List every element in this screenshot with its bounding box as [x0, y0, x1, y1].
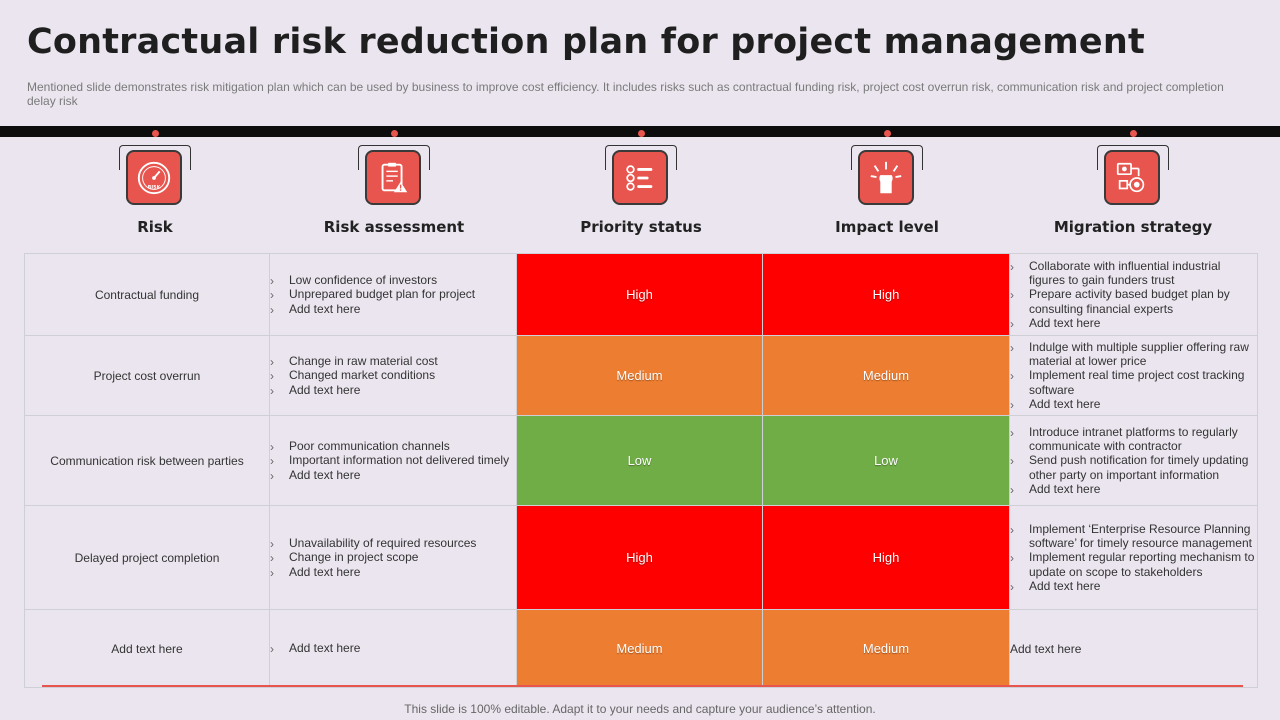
strategy-cell: Collaborate with influential industrial …	[1009, 253, 1258, 336]
impact-hand-icon	[858, 150, 914, 205]
table-row: Contractual funding Low confidence of in…	[24, 253, 1258, 336]
column-label: Migration strategy	[1053, 218, 1213, 236]
priority-list-icon	[612, 150, 668, 205]
impact-level-high: High	[762, 253, 1010, 336]
risk-table: Contractual funding Low confidence of in…	[24, 253, 1258, 688]
column-header-impact: Impact level	[787, 130, 987, 236]
connector-dot	[390, 130, 398, 137]
assessment-cell: Unavailability of required resources Cha…	[269, 505, 517, 610]
risk-cell: Contractual funding	[24, 253, 270, 336]
list-item: Add text here	[270, 383, 516, 399]
strategy-flow-icon	[1104, 150, 1160, 205]
list-item: Add text here	[1010, 316, 1257, 332]
table-row: Delayed project completion Unavailabilit…	[24, 505, 1258, 610]
assessment-cell: Change in raw material cost Changed mark…	[269, 335, 517, 416]
list-item: Introduce intranet platforms to regularl…	[1010, 425, 1257, 454]
footer-note: This slide is 100% editable. Adapt it to…	[404, 702, 876, 716]
risk-cell: Communication risk between parties	[24, 415, 270, 506]
priority-status-low: Low	[516, 415, 763, 506]
priority-status-medium: Medium	[516, 335, 763, 416]
strategy-list: Implement ‘Enterprise Resource Planning …	[1010, 522, 1257, 595]
strategy-cell: Indulge with multiple supplier offering …	[1009, 335, 1258, 416]
strategy-cell: Introduce intranet platforms to regularl…	[1009, 415, 1258, 506]
list-item: Changed market conditions	[270, 368, 516, 384]
strategy-cell: Add text here	[1009, 609, 1258, 688]
list-item: Add text here	[270, 302, 516, 318]
risk-cell: Add text here	[24, 609, 270, 688]
table-row: Communication risk between parties Poor …	[24, 415, 1258, 506]
column-header-risk: RISK Risk	[55, 130, 255, 236]
list-item: Indulge with multiple supplier offering …	[1010, 340, 1257, 369]
impact-level-medium: Medium	[762, 609, 1010, 688]
risk-cell: Project cost overrun	[24, 335, 270, 416]
list-item: Change in project scope	[270, 550, 516, 566]
connector-dot	[1129, 130, 1137, 137]
icon-bracket	[851, 145, 923, 205]
strategy-list: Indulge with multiple supplier offering …	[1010, 340, 1257, 413]
list-item: Change in raw material cost	[270, 354, 516, 370]
checklist-warning-icon	[365, 150, 421, 205]
icon-bracket	[605, 145, 677, 205]
assessment-list: Unavailability of required resources Cha…	[270, 536, 516, 581]
impact-level-high: High	[762, 505, 1010, 610]
table-row: Project cost overrun Change in raw mater…	[24, 335, 1258, 416]
list-item: Add text here	[1010, 579, 1257, 595]
list-item: Low confidence of investors	[270, 273, 516, 289]
column-header-priority: Priority status	[541, 130, 741, 236]
list-item: Important information not delivered time…	[270, 453, 516, 469]
list-item: Prepare activity based budget plan by co…	[1010, 287, 1257, 316]
list-item: Implement ‘Enterprise Resource Planning …	[1010, 522, 1257, 551]
connector-dot	[151, 130, 159, 137]
priority-status-high: High	[516, 253, 763, 336]
assessment-cell: Poor communication channels Important in…	[269, 415, 517, 506]
list-item: Add text here	[1010, 397, 1257, 413]
priority-status-medium: Medium	[516, 609, 763, 688]
list-item: Send push notification for timely updati…	[1010, 453, 1257, 482]
page-title: Contractual risk reduction plan for proj…	[27, 22, 1145, 62]
icon-bracket	[358, 145, 430, 205]
impact-level-low: Low	[762, 415, 1010, 506]
column-header-assessment: Risk assessment	[294, 130, 494, 236]
table-row: Add text here Add text here Medium Mediu…	[24, 609, 1258, 688]
list-item: Implement real time project cost trackin…	[1010, 368, 1257, 397]
assessment-cell: Add text here	[269, 609, 517, 688]
list-item: Add text here	[270, 641, 516, 657]
connector-dot	[883, 130, 891, 137]
risk-gauge-icon: RISK	[126, 150, 182, 205]
strategy-text: Add text here	[1010, 641, 1082, 656]
accent-line	[42, 685, 1243, 687]
column-label: Priority status	[580, 218, 702, 236]
icon-bracket	[1097, 145, 1169, 205]
assessment-list: Change in raw material cost Changed mark…	[270, 354, 516, 399]
list-item: Add text here	[270, 565, 516, 581]
list-item: Poor communication channels	[270, 439, 516, 455]
list-item: Unavailability of required resources	[270, 536, 516, 552]
list-item: Add text here	[270, 468, 516, 484]
assessment-list: Poor communication channels Important in…	[270, 439, 516, 484]
strategy-list: Collaborate with influential industrial …	[1010, 259, 1257, 332]
priority-status-high: High	[516, 505, 763, 610]
connector-dot	[637, 130, 645, 137]
column-label: Risk assessment	[323, 218, 465, 236]
strategy-cell: Implement ‘Enterprise Resource Planning …	[1009, 505, 1258, 610]
list-item: Collaborate with influential industrial …	[1010, 259, 1257, 288]
assessment-list: Low confidence of investors Unprepared b…	[270, 273, 516, 318]
icon-bracket: RISK	[119, 145, 191, 205]
page-subtitle: Mentioned slide demonstrates risk mitiga…	[27, 80, 1224, 108]
risk-cell: Delayed project completion	[24, 505, 270, 610]
list-item: Implement regular reporting mechanism to…	[1010, 550, 1257, 579]
column-header-strategy: Migration strategy	[1033, 130, 1233, 236]
column-label: Impact level	[835, 218, 939, 236]
svg-text:RISK: RISK	[148, 184, 161, 190]
strategy-list: Introduce intranet platforms to regularl…	[1010, 425, 1257, 498]
column-label: Risk	[137, 218, 173, 236]
assessment-list: Add text here	[270, 641, 516, 657]
list-item: Add text here	[1010, 482, 1257, 498]
list-item: Unprepared budget plan for project	[270, 287, 516, 303]
assessment-cell: Low confidence of investors Unprepared b…	[269, 253, 517, 336]
impact-level-medium: Medium	[762, 335, 1010, 416]
